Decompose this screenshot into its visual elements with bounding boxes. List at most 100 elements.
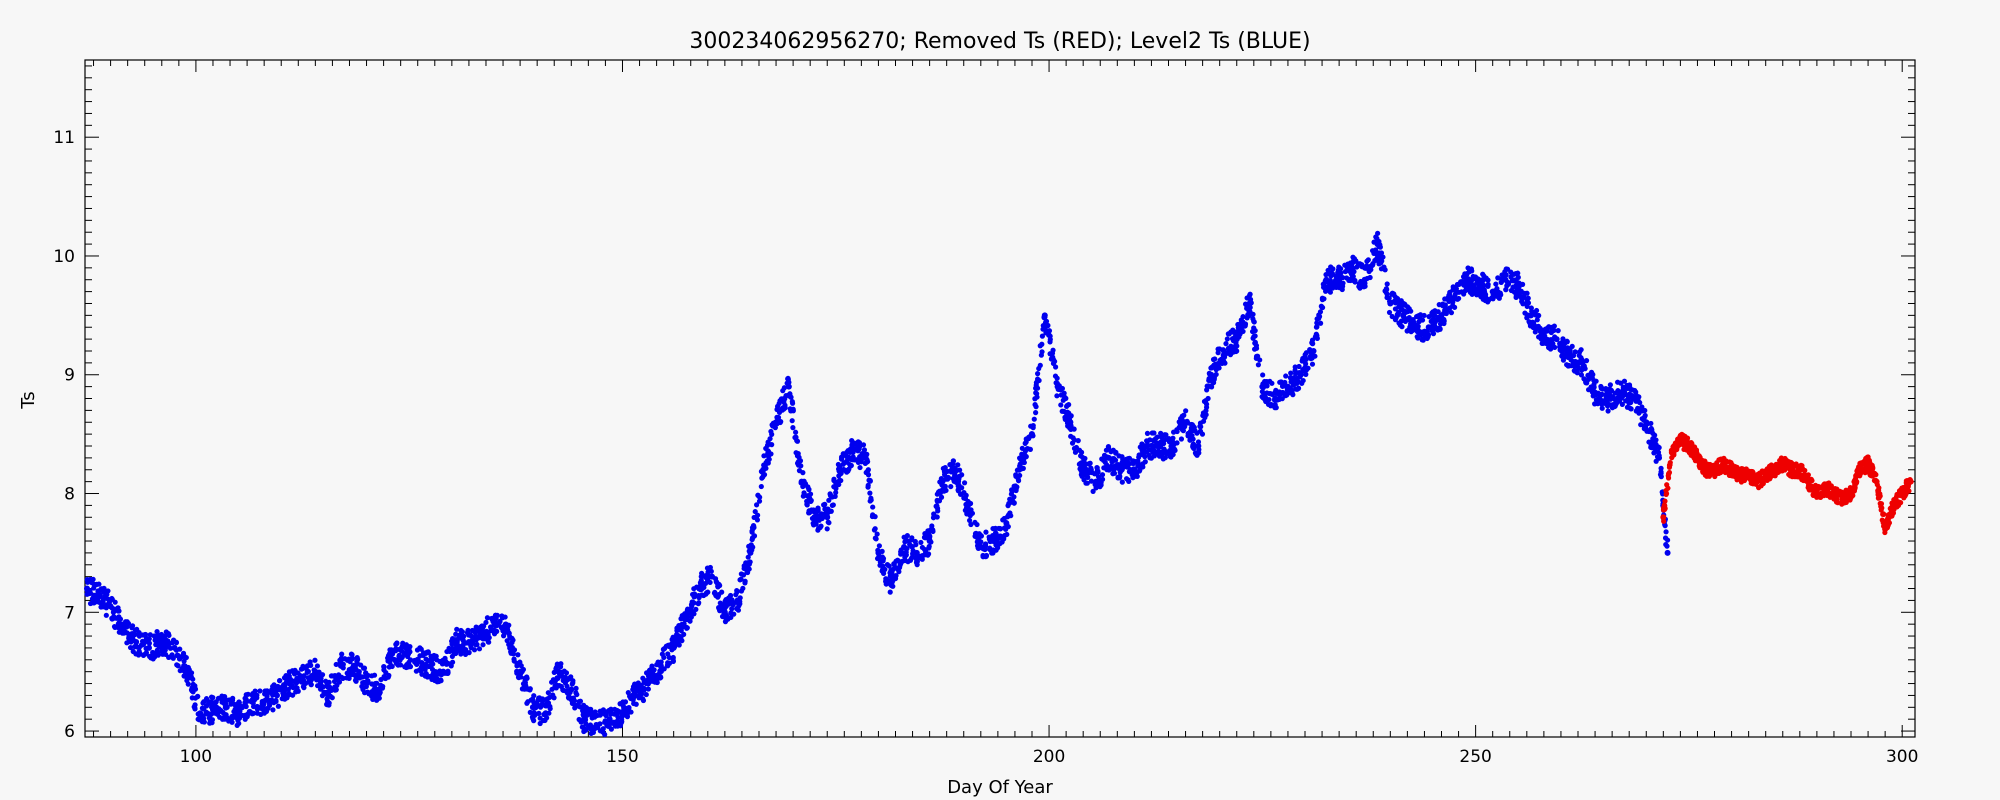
data-point	[1257, 357, 1263, 363]
data-point	[1857, 464, 1863, 470]
data-point	[786, 379, 792, 386]
y-axis-label: Ts	[18, 391, 39, 409]
data-point	[1102, 465, 1108, 471]
data-point	[138, 642, 144, 648]
data-point	[424, 649, 430, 655]
data-point	[1247, 304, 1253, 311]
data-point	[360, 686, 366, 693]
data-point	[211, 703, 217, 709]
data-point	[145, 644, 152, 651]
data-point	[1363, 265, 1369, 271]
data-point	[959, 472, 965, 478]
data-point	[955, 483, 961, 489]
data-point	[174, 662, 180, 668]
data-point	[1763, 474, 1769, 480]
data-point	[1458, 279, 1464, 285]
data-point	[950, 461, 956, 467]
data-point	[501, 633, 507, 639]
data-point	[865, 467, 871, 473]
data-point	[1493, 281, 1499, 287]
data-point	[1048, 356, 1055, 362]
data-point	[833, 483, 839, 489]
data-point	[646, 667, 653, 674]
data-point	[1017, 461, 1023, 467]
data-point	[1621, 378, 1628, 384]
data-point	[1461, 291, 1467, 297]
data-point	[203, 709, 209, 715]
data-point	[1314, 320, 1320, 326]
data-point	[806, 510, 812, 516]
data-point	[884, 561, 890, 568]
data-point	[564, 677, 570, 683]
data-point	[293, 689, 299, 695]
data-point	[1228, 346, 1235, 353]
data-point	[1099, 472, 1106, 478]
data-point	[481, 623, 487, 629]
data-point	[201, 719, 207, 725]
data-point	[1545, 344, 1552, 351]
data-point	[1571, 368, 1577, 374]
data-point	[1522, 310, 1528, 316]
data-point	[1679, 433, 1685, 439]
data-point	[968, 521, 974, 528]
data-point	[257, 688, 263, 694]
data-point	[755, 492, 761, 499]
data-point	[1435, 309, 1441, 315]
data-point	[1190, 423, 1196, 429]
data-point	[749, 536, 755, 543]
data-point	[469, 627, 475, 634]
data-point	[1555, 328, 1561, 334]
data-point	[191, 704, 198, 710]
data-point	[1495, 275, 1501, 281]
data-point	[1170, 446, 1176, 453]
data-point	[840, 461, 846, 467]
data-point	[1666, 469, 1673, 476]
data-point	[824, 526, 830, 532]
data-point	[1197, 428, 1204, 434]
data-point	[1145, 438, 1151, 444]
data-point	[1247, 291, 1253, 297]
x-tick-label: 200	[1033, 747, 1065, 767]
data-point	[716, 605, 722, 611]
data-point	[707, 564, 713, 571]
data-point	[1178, 436, 1185, 442]
data-point	[510, 637, 516, 643]
data-point	[1415, 335, 1421, 341]
data-point	[1485, 277, 1491, 283]
data-point	[126, 635, 132, 641]
data-point	[1095, 474, 1102, 480]
data-point	[314, 663, 321, 669]
data-point	[927, 533, 933, 539]
data-point	[1185, 433, 1191, 439]
data-point	[928, 527, 934, 533]
data-point	[608, 706, 614, 712]
data-point	[1496, 295, 1502, 301]
data-point	[1599, 391, 1605, 397]
data-point	[518, 674, 524, 680]
data-point	[174, 652, 180, 659]
data-point	[876, 543, 882, 549]
data-point	[869, 513, 876, 520]
data-point	[983, 554, 989, 560]
data-point	[97, 592, 103, 598]
data-point	[331, 678, 338, 685]
data-point	[934, 505, 941, 512]
data-point	[154, 628, 160, 635]
data-point	[314, 677, 320, 683]
data-point	[192, 686, 199, 692]
data-point	[304, 669, 310, 675]
data-point	[1108, 449, 1114, 455]
data-point	[1533, 324, 1539, 330]
data-point	[294, 670, 300, 676]
data-point	[1170, 442, 1176, 448]
data-point	[381, 667, 387, 673]
data-point	[112, 624, 118, 630]
data-point	[889, 579, 895, 585]
data-point	[645, 686, 651, 692]
data-point	[966, 517, 973, 524]
data-point	[1216, 365, 1222, 371]
data-point	[583, 720, 589, 727]
data-point	[291, 678, 297, 684]
data-point	[1378, 266, 1385, 272]
data-point	[1462, 271, 1468, 277]
